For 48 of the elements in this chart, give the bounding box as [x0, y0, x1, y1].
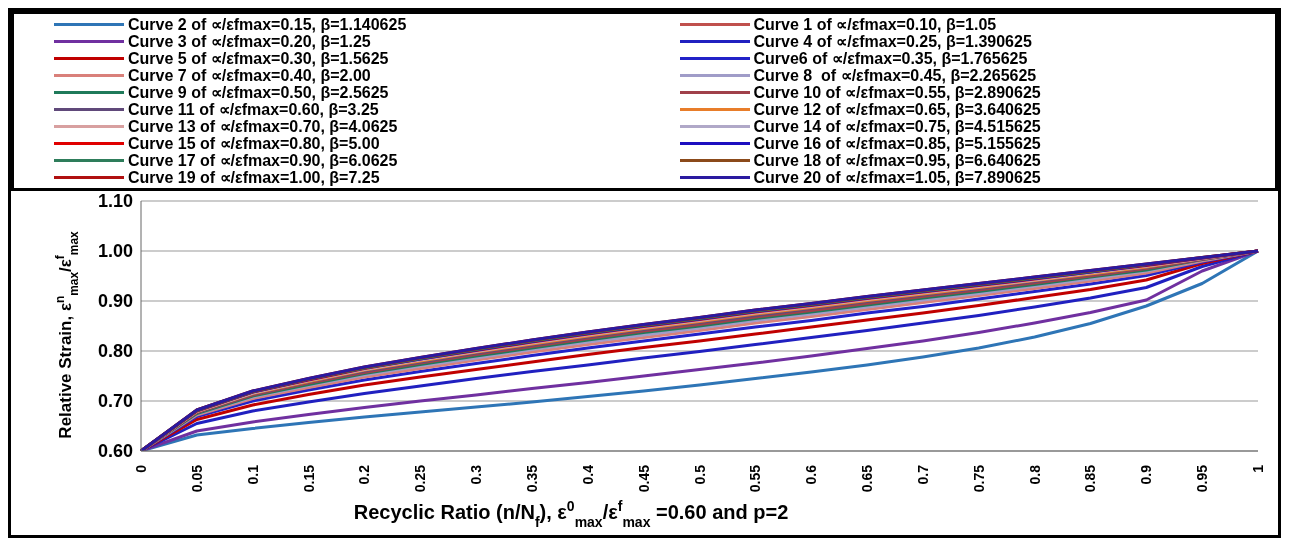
legend-label: Curve 11 of ∝/εfmax=0.60, β=3.25: [128, 101, 379, 118]
legend-label: Curve 7 of ∝/εfmax=0.40, β=2.00: [128, 67, 371, 84]
x-tick-label: 0.75: [970, 464, 987, 493]
x-tick-label: 0.6: [803, 464, 820, 485]
legend-label: Curve 19 of ∝/εfmax=1.00, β=7.25: [128, 169, 380, 186]
x-tick-label: 0.5: [691, 464, 708, 485]
x-tick-label: 0.2: [356, 464, 373, 485]
y-tick-label: 0.60: [97, 441, 133, 462]
x-tick-label: 0.85: [1082, 464, 1099, 493]
legend-label: Curve 8 of ∝/εfmax=0.45, β=2.265625: [753, 67, 1037, 84]
x-tick-label: 0.9: [1138, 464, 1155, 485]
x-tick-label: 0.4: [579, 464, 596, 485]
x-tick-label: 0: [133, 464, 149, 473]
x-tick-label: 0.8: [1026, 464, 1043, 485]
y-tick-label: 0.70: [97, 391, 133, 412]
x-tick-label: 0.35: [523, 464, 540, 493]
legend-label: Curve 17 of ∝/εfmax=0.90, β=6.0625: [128, 152, 398, 169]
legend-label: Curve 10 of ∝/εfmax=0.55, β=2.890625: [753, 84, 1041, 101]
x-tick-label: 0.05: [188, 464, 205, 493]
legend-label: Curve 12 of ∝/εfmax=0.65, β=3.640625: [753, 101, 1041, 118]
x-tick-label: 0.7: [914, 464, 931, 485]
text: Recyclic Ratio (n/N$_{f}$), ε$^{0}$$_{max}$/ε$^{f}$$_{max}$ =0.60 and p=2: [353, 498, 789, 530]
x-tick-label: 0.25: [412, 464, 429, 493]
x-tick-label: 0.1: [244, 464, 261, 485]
y-tick-label: 1.10: [97, 191, 133, 212]
legend-label: Curve 20 of ∝/εfmax=1.05, β=7.890625: [753, 169, 1041, 186]
legend-label: Curve 18 of ∝/εfmax=0.95, β=6.640625: [753, 152, 1041, 169]
x-tick-label: 0.95: [1194, 464, 1211, 493]
y-tick-label: 1.00: [97, 241, 133, 262]
x-tick-label: 0.55: [747, 464, 764, 493]
legend-label: Curve 9 of ∝/εfmax=0.50, β=2.5625: [128, 84, 389, 101]
y-tick-label: 0.90: [97, 291, 133, 312]
x-tick-label: 0.15: [300, 464, 317, 493]
y-tick-label: 0.80: [97, 341, 133, 362]
legend-label: Curve 16 of ∝/εfmax=0.85, β=5.155625: [753, 135, 1041, 152]
legend-label: Curve 3 of ∝/εfmax=0.20, β=1.25: [128, 33, 371, 50]
x-tick-label: 0.3: [468, 464, 485, 485]
legend-label: Curve 4 of ∝/εfmax=0.25, β=1.390625: [753, 33, 1032, 50]
legend-label: Curve6 of ∝/εfmax=0.35, β=1.765625: [753, 50, 1028, 67]
legend-label: Curve 14 of ∝/εfmax=0.75, β=4.515625: [753, 118, 1041, 135]
x-tick-label: 0.65: [859, 464, 876, 493]
x-tick-label: 0.45: [635, 464, 652, 493]
x-tick-label: 1: [1250, 464, 1266, 473]
legend-label: Curve 15 of ∝/εfmax=0.80, β=5.00: [128, 135, 380, 152]
legend-label: Curve 1 of ∝/εfmax=0.10, β=1.05: [753, 16, 997, 33]
legend-label: Curve 13 of ∝/εfmax=0.70, β=4.0625: [128, 118, 398, 135]
legend-label: Curve 5 of ∝/εfmax=0.30, β=1.5625: [128, 50, 389, 67]
legend-label: Curve 2 of ∝/εfmax=0.15, β=1.140625: [128, 16, 407, 33]
